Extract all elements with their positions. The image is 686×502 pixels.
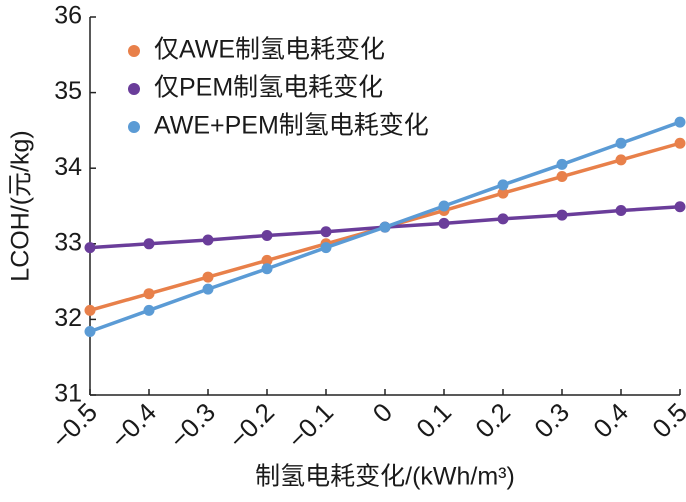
- data-point: [202, 283, 214, 295]
- y-tick-label: 36: [54, 2, 82, 30]
- data-point: [615, 137, 627, 149]
- data-point: [556, 158, 568, 170]
- data-point: [261, 254, 273, 266]
- data-point: [84, 304, 96, 316]
- x-tick-label: 0: [367, 397, 398, 428]
- data-point: [84, 242, 96, 254]
- x-tick-label: −0.2: [223, 397, 281, 455]
- data-point: [84, 325, 96, 337]
- x-tick-label: 0.1: [410, 397, 457, 444]
- data-point: [202, 234, 214, 246]
- legend-label: 仅PEM制氢电耗变化: [154, 74, 383, 102]
- y-axis-label: LCOH/(元/kg): [7, 130, 35, 281]
- data-point: [497, 213, 509, 225]
- data-point: [615, 154, 627, 166]
- data-point: [615, 205, 627, 217]
- data-point: [674, 201, 686, 213]
- x-tick-label: 0.4: [587, 397, 634, 444]
- data-point: [497, 179, 509, 191]
- legend-marker: [128, 83, 140, 95]
- x-tick-label: 0.5: [646, 397, 686, 444]
- data-point: [261, 263, 273, 275]
- data-point: [320, 226, 332, 238]
- data-point: [556, 209, 568, 221]
- x-tick-label: −0.4: [105, 397, 163, 455]
- x-tick-label: −0.1: [282, 397, 340, 455]
- legend-label: AWE+PEM制氢电耗变化: [154, 112, 429, 140]
- x-tick-label: −0.3: [164, 397, 222, 455]
- legend-label: 仅AWE制氢电耗变化: [154, 36, 385, 64]
- x-tick-label: 0.2: [469, 397, 516, 444]
- data-point: [202, 271, 214, 283]
- data-point: [556, 171, 568, 183]
- y-tick-label: 34: [54, 153, 82, 181]
- data-point: [261, 229, 273, 241]
- data-point: [438, 217, 450, 229]
- data-point: [674, 137, 686, 149]
- y-tick-label: 35: [54, 77, 82, 105]
- data-point: [497, 187, 509, 199]
- legend-marker: [128, 121, 140, 133]
- legend-marker: [128, 45, 140, 57]
- x-axis-label: 制氢电耗变化/(kWh/m³): [255, 463, 515, 491]
- y-tick-label: 32: [54, 304, 82, 332]
- y-tick-label: 31: [54, 380, 82, 408]
- data-point: [320, 242, 332, 254]
- data-point: [379, 221, 391, 233]
- data-point: [674, 116, 686, 128]
- data-point: [143, 304, 155, 316]
- data-point: [143, 238, 155, 250]
- y-tick-label: 33: [54, 228, 82, 256]
- data-point: [143, 288, 155, 300]
- data-point: [438, 200, 450, 212]
- x-tick-label: 0.3: [528, 397, 575, 444]
